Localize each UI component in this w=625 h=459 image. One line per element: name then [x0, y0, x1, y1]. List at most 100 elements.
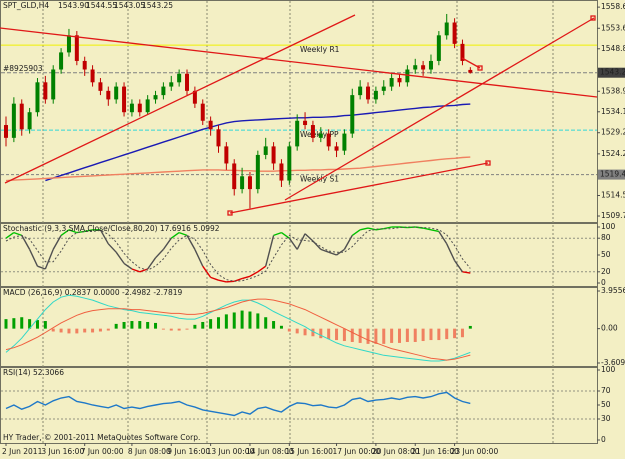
candle-body [114, 86, 119, 100]
candle-body [334, 146, 339, 151]
histogram-bar [130, 321, 134, 329]
candle-body [373, 90, 378, 100]
title-value: 1543.25 [142, 1, 173, 10]
y-tick-label: 30 [601, 414, 611, 423]
histogram-bar [4, 319, 8, 329]
x-tick-label: 9 Jun 16:00 [167, 447, 210, 456]
series-segment [422, 227, 432, 231]
series-segment [367, 227, 377, 231]
footer: HY Trader, © 2001-2011 MetaQuotes Softwa… [3, 433, 200, 442]
y-tick-label: 70 [601, 386, 611, 395]
candle-body [240, 176, 245, 190]
candle-body [216, 129, 221, 147]
series-segment [446, 243, 456, 261]
candle-body [192, 90, 197, 104]
y-tick-label: 1509.70 [601, 211, 625, 220]
title-value: 1543.90 [58, 1, 89, 10]
histogram-bar [453, 328, 457, 339]
y-tick-label: 1514.50 [601, 191, 625, 200]
series-line [5, 298, 471, 361]
level-name: Weekly R1 [300, 45, 340, 54]
candle-body [460, 43, 465, 61]
x-tick-label: 7 Jun 00:00 [81, 447, 124, 456]
histogram-bar [272, 321, 276, 329]
histogram-bar [161, 328, 165, 330]
histogram-bar [366, 328, 370, 344]
candle-body [444, 22, 449, 36]
y-tick-label: 80 [601, 233, 611, 242]
indicator-title: Stochastic (9,3,3,SMA,Close/Close,80,20)… [3, 224, 220, 233]
histogram-bar [12, 318, 16, 329]
candle-body [4, 125, 8, 138]
candle-body [43, 82, 48, 100]
histogram-bar [177, 328, 181, 331]
series-segment [288, 237, 298, 250]
histogram-bar [232, 312, 236, 329]
series-segment [360, 227, 369, 231]
order-label: #8925903 [3, 64, 43, 73]
candle-body [59, 52, 64, 70]
histogram-bar [429, 328, 433, 341]
candle-body [185, 73, 190, 91]
anchor [590, 15, 596, 21]
series-segment [351, 229, 361, 236]
candle-body [452, 22, 457, 44]
histogram-bar [350, 328, 354, 342]
series-segment [241, 275, 251, 280]
anchor [227, 210, 233, 216]
histogram-bar [413, 328, 417, 342]
candle-body [263, 146, 268, 155]
y-tick-label: 1553.65 [601, 23, 625, 32]
series-segment [202, 265, 212, 278]
candle-body [389, 78, 394, 87]
trend-line [4, 14, 356, 184]
histogram-bar [279, 325, 283, 329]
y-tick-label: 20 [601, 267, 611, 276]
candle-body [122, 86, 127, 113]
series-segment [312, 240, 322, 250]
y-tick-label: 1548.85 [601, 44, 625, 53]
candle-body [247, 176, 252, 190]
y-tick-label: 1529.20 [601, 128, 625, 137]
x-tick-label: 21 Jun 16:00 [411, 447, 459, 456]
series-segment [147, 257, 157, 270]
histogram-bar [83, 328, 87, 333]
candle-body [287, 146, 292, 181]
candle-body [200, 103, 205, 121]
candle-body [310, 125, 315, 138]
panels [0, 0, 598, 444]
y-tick-label: 50 [601, 400, 611, 409]
y-tick-label: 0 [601, 278, 606, 287]
histogram-bar [59, 328, 63, 333]
x-tick-label: 14 Jun 08:00 [246, 447, 294, 456]
candle-body [106, 90, 111, 100]
candle-body [90, 69, 95, 83]
y-tick-label: 3.9556 [601, 286, 625, 295]
series-segment [430, 229, 439, 233]
series-segment [454, 260, 464, 273]
series-segment [170, 232, 180, 239]
histogram-bar [193, 324, 197, 329]
title-value: 1543.05 [114, 1, 145, 10]
candle-body [129, 103, 134, 113]
candle-body [66, 35, 71, 53]
candle-body [51, 69, 56, 100]
series-segment [107, 243, 117, 253]
y-tick-label: 100 [601, 222, 616, 231]
histogram-bar [224, 314, 228, 329]
series-segment [336, 248, 345, 256]
candle-body [342, 133, 347, 151]
series-segment [320, 248, 329, 253]
trend-line [284, 17, 595, 201]
histogram-bar [264, 317, 268, 329]
series-segment [194, 249, 204, 267]
candle-body [413, 65, 418, 70]
series-segment [99, 229, 109, 245]
candle-body [318, 133, 323, 138]
series-segment [186, 235, 196, 250]
y-tick-label: 1558.60 [601, 2, 625, 11]
trend-line [229, 162, 489, 214]
series-segment [210, 276, 219, 281]
anchor [485, 160, 491, 166]
series-segment [44, 249, 54, 270]
